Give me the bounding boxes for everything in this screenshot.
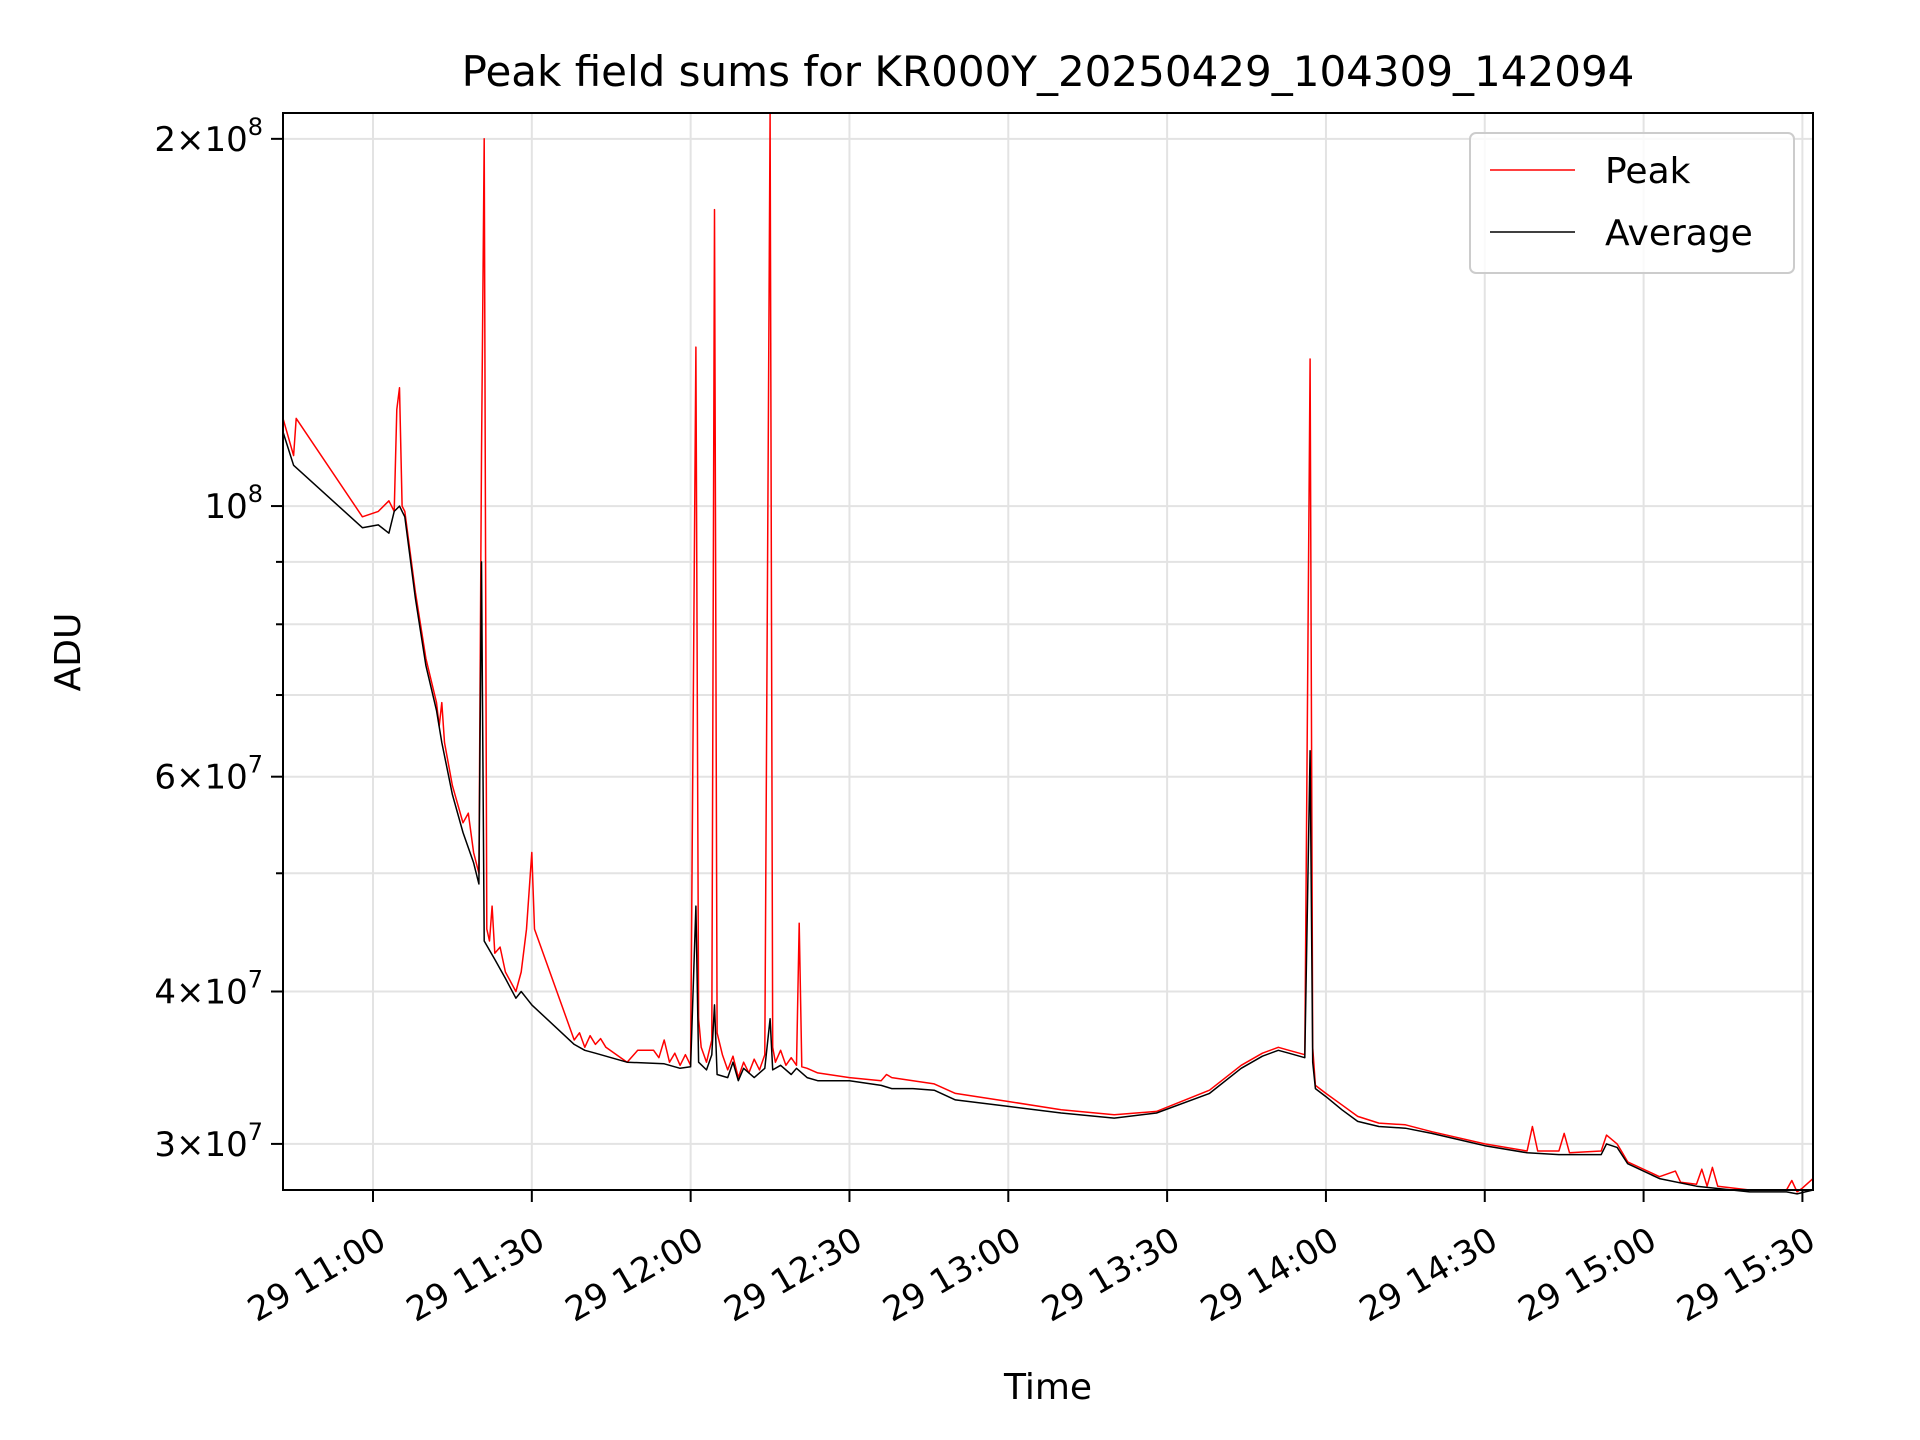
y-tick-label-exponent: 7: [248, 1118, 263, 1146]
y-tick-label-base: 3×10: [154, 1125, 247, 1165]
y-tick-label-exponent: 8: [248, 113, 263, 141]
plot-frame: [282, 112, 1814, 1191]
series-line-average: [282, 431, 1814, 1195]
y-tick-label-base: 4×10: [154, 972, 247, 1012]
y-tick-label-base: 10: [204, 487, 247, 527]
legend-label-average: Average: [1605, 213, 1753, 254]
x-axis-label: Time: [1003, 1367, 1092, 1408]
legend: Peak Average: [1469, 132, 1795, 274]
y-tick-label: 6×107: [154, 751, 263, 798]
y-tick-label-exponent: 7: [248, 965, 263, 993]
y-tick-label: 4×107: [154, 965, 263, 1012]
y-tick-label: 2×108: [154, 113, 263, 160]
y-axis-label: ADU: [48, 613, 89, 692]
y-tick-label: 3×107: [154, 1118, 263, 1165]
y-tick-label-base: 2×10: [154, 120, 247, 160]
y-tick-label-exponent: 8: [248, 480, 263, 508]
legend-label-peak: Peak: [1605, 151, 1691, 192]
y-tick-label: 108: [204, 480, 263, 527]
y-tick-label-exponent: 7: [248, 751, 263, 779]
legend-box: [1469, 132, 1795, 274]
chart-title: Peak field sums for KR000Y_20250429_1043…: [462, 47, 1635, 96]
y-tick-label-base: 6×10: [154, 758, 247, 798]
grid: [283, 113, 1813, 1190]
series-lines: [282, 112, 1814, 1195]
